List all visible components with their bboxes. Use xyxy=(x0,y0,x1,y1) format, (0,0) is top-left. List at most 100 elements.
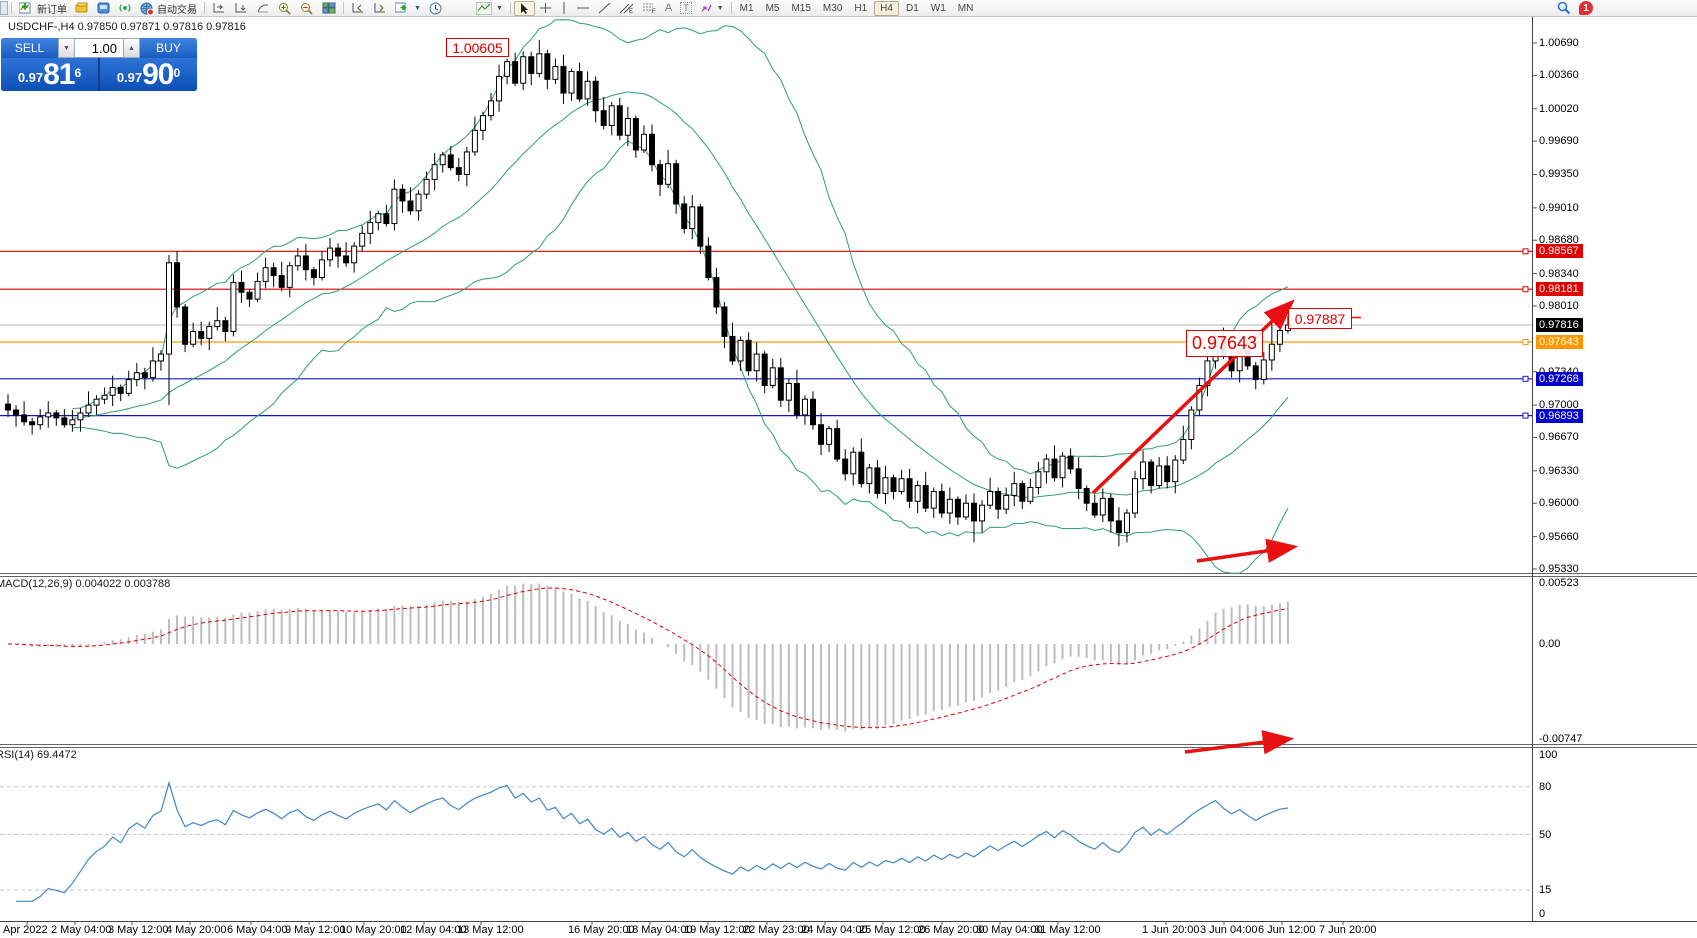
chart-shift-icon xyxy=(213,3,224,13)
cursor-tool-button[interactable] xyxy=(513,0,535,16)
red-trend-arrow-3[interactable] xyxy=(1184,730,1295,755)
timeframe-m30-button[interactable]: M30 xyxy=(822,2,843,14)
time-axis-label: Apr 2022 xyxy=(3,924,48,936)
search-icon[interactable] xyxy=(1557,1,1571,15)
time-axis-label: 1 Jun 20:00 xyxy=(1142,924,1200,936)
time-axis-label: 30 May 04:00 xyxy=(976,924,1043,936)
timeframe-switcher: M1 M5 M15 M30 H1 H4 D1 W1 MN xyxy=(735,0,979,16)
horizontal-levels[interactable] xyxy=(0,248,1532,419)
timeframe-w1-button[interactable]: W1 xyxy=(930,2,946,14)
price-tick: 1.00020 xyxy=(1539,102,1579,115)
toolbar-separator xyxy=(730,2,732,14)
trend-arrows[interactable] xyxy=(1091,299,1361,755)
vertical-line-tool-button[interactable] xyxy=(556,1,572,16)
scale-fix-button[interactable] xyxy=(252,1,274,16)
crosshair-tool-button[interactable] xyxy=(535,1,556,16)
zoom-out-button[interactable] xyxy=(296,1,318,16)
sell-price-big: 81 xyxy=(43,58,75,91)
volume-increase-button[interactable]: ▲ xyxy=(123,38,140,58)
signals-button[interactable] xyxy=(114,1,136,16)
time-axis-label: 22 May 23:00 xyxy=(743,924,810,936)
price-annotation-0.97643[interactable]: 0.97643 xyxy=(1186,330,1263,357)
notifications-icon[interactable]: 1 xyxy=(1579,1,1593,15)
price-tick: 0.96000 xyxy=(1539,497,1579,510)
tile-windows-button[interactable] xyxy=(318,1,340,16)
level-handle[interactable] xyxy=(1522,375,1529,382)
timeframe-m1-button[interactable]: M1 xyxy=(739,2,754,14)
level-handle[interactable] xyxy=(1522,248,1529,255)
macd-indicator xyxy=(7,583,1289,732)
new-chart-icon xyxy=(395,2,407,13)
timeframe-h4-button[interactable]: H4 xyxy=(874,0,899,16)
timeframe-mn-button[interactable]: MN xyxy=(957,2,974,14)
current-price-marker: 0.97816 xyxy=(1536,318,1583,333)
bb-upper xyxy=(72,19,1289,475)
fibonacci-icon: F xyxy=(642,3,656,14)
level-price-marker: 0.97268 xyxy=(1536,371,1583,386)
tile-windows-icon xyxy=(322,2,336,14)
toolbar-separator xyxy=(11,2,12,14)
time-axis-label: 16 May 20:00 xyxy=(568,924,635,936)
price-tick: 0.97000 xyxy=(1539,399,1579,412)
trendline-tool-button[interactable] xyxy=(594,1,615,16)
one-click-trade-panel: SELL ▼ 1.00 ▲ BUY 0.97 81 6 0.97 90 0 xyxy=(1,38,197,91)
new-order-label: 新订单 xyxy=(37,4,67,16)
level-price-marker: 0.97643 xyxy=(1536,335,1583,349)
sell-button[interactable]: SELL xyxy=(1,38,58,58)
auto-trading-button[interactable]: 自动交易 xyxy=(136,1,201,16)
price-annotation-0.97887[interactable]: 0.97887 xyxy=(1288,308,1352,329)
arrow-objects-icon xyxy=(701,4,712,12)
new-order-button[interactable]: 新订单 xyxy=(15,1,71,16)
red-trend-arrow-2[interactable] xyxy=(1196,538,1299,563)
timeframe-m15-button[interactable]: M15 xyxy=(791,2,811,14)
volume-input[interactable]: 1.00 xyxy=(75,38,123,58)
zoom-in-button[interactable] xyxy=(274,1,296,16)
price-tick: 1.00690 xyxy=(1539,37,1579,49)
level-handle[interactable] xyxy=(1522,412,1529,419)
macd-axis-tick: 0.00 xyxy=(1539,638,1561,650)
step-forward-icon xyxy=(374,3,385,13)
toolbar-separator xyxy=(509,2,511,14)
timeframe-h1-button[interactable]: H1 xyxy=(854,2,868,14)
timeframe-d1-button[interactable]: D1 xyxy=(905,2,919,14)
rsi-axis-tick: 0 xyxy=(1539,908,1546,920)
channel-tool-button[interactable]: E xyxy=(615,1,638,16)
fibonacci-tool-button[interactable]: F xyxy=(638,1,661,16)
new-chart-button[interactable]: ▼ xyxy=(391,1,425,16)
chart-shift-button[interactable] xyxy=(208,1,230,16)
signal-icon xyxy=(119,4,131,12)
buy-price[interactable]: 0.97 90 0 xyxy=(100,58,197,91)
macd-signal-line xyxy=(7,587,1289,729)
chart-type-button[interactable]: ▼ xyxy=(472,1,507,16)
time-axis-label: 9 May 12:00 xyxy=(285,924,346,936)
arrows-tool-button[interactable]: ▼ xyxy=(696,1,728,16)
toolbar-separator xyxy=(204,2,205,14)
macd-label: MACD(12,26,9) 0.004022 0.003788 xyxy=(0,578,171,590)
price-annotation-1.00605[interactable]: 1.00605 xyxy=(446,38,509,57)
market-watch-button[interactable] xyxy=(93,1,114,16)
price-tick: 0.99350 xyxy=(1539,168,1579,181)
sell-price[interactable]: 0.97 81 6 xyxy=(1,58,98,91)
label-tool-button[interactable]: T xyxy=(676,1,696,16)
level-handle[interactable] xyxy=(1522,286,1529,293)
horizontal-line-tool-button[interactable] xyxy=(572,1,594,16)
volume-decrease-button[interactable]: ▼ xyxy=(58,38,75,58)
rsi-axis-tick: 100 xyxy=(1539,749,1558,761)
label-tool-icon: T xyxy=(680,2,692,14)
text-tool-button[interactable]: A xyxy=(661,1,676,16)
buy-button[interactable]: BUY xyxy=(140,38,197,58)
zoom-in-icon xyxy=(279,2,291,15)
history-center-button[interactable] xyxy=(71,1,93,16)
rsi-line xyxy=(16,780,1289,902)
step-forward-button[interactable] xyxy=(369,1,391,16)
period-clock-button[interactable] xyxy=(425,1,446,16)
timeframe-m5-button[interactable]: M5 xyxy=(765,2,780,14)
step-back-button[interactable] xyxy=(347,1,369,16)
buy-price-big: 90 xyxy=(142,58,174,91)
time-axis-label: 26 May 20:00 xyxy=(918,924,985,936)
auto-scroll-icon xyxy=(235,3,246,13)
vertical-line-icon xyxy=(563,2,565,14)
auto-scroll-button[interactable] xyxy=(230,1,252,16)
level-handle[interactable] xyxy=(1522,339,1529,346)
